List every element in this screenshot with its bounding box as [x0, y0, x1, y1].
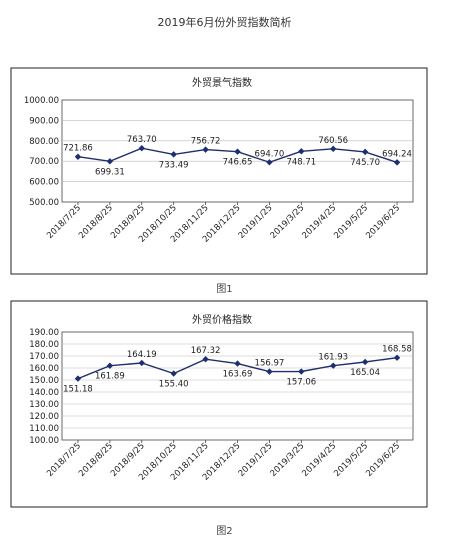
chart-1-y-tick-label: 600.00	[29, 178, 59, 188]
chart-2-marker	[298, 368, 305, 375]
chart-1-y-tick-label: 500.00	[29, 198, 59, 208]
chart-1-title: 外贸景气指数	[192, 76, 252, 89]
chart-2-data-label: 165.04	[350, 368, 380, 378]
chart-2-marker	[74, 375, 82, 382]
chart-2-y-tick-label: 100.00	[29, 436, 59, 446]
chart-2-marker	[106, 362, 114, 369]
chart-2-marker	[170, 370, 177, 377]
chart-1-y-tick-label: 1000.00	[24, 96, 59, 106]
chart-1-marker	[106, 158, 114, 165]
chart-2-marker	[361, 358, 369, 366]
chart-1-marker	[234, 148, 241, 155]
chart-2-marker	[330, 362, 337, 369]
chart-2-data-label: 161.89	[95, 372, 125, 382]
figure-caption-1: 图1	[216, 284, 233, 295]
chart-2-marker	[266, 368, 273, 375]
chart-1-y-tick-label: 700.00	[29, 157, 59, 167]
chart-1-data-label: 733.49	[159, 160, 189, 170]
chart-1-marker	[393, 159, 401, 166]
chart-1-marker	[138, 145, 145, 152]
chart-1-data-label: 721.86	[63, 144, 93, 154]
chart-1-data-label: 760.56	[318, 136, 348, 146]
chart-1-data-label: 746.65	[223, 158, 253, 168]
chart-2-data-label: 161.93	[318, 353, 348, 363]
chart-2-y-tick-label: 190.00	[29, 328, 59, 338]
chart-2-y-tick-label: 160.00	[29, 364, 59, 374]
chart-2-data-label: 156.97	[255, 359, 285, 369]
chart-2-data-label: 151.18	[63, 385, 93, 395]
chart-2-data-label: 164.19	[127, 350, 157, 360]
chart-1-data-label: 694.70	[255, 149, 285, 159]
chart-1-y-tick-label: 900.00	[29, 116, 59, 126]
chart-1-marker	[298, 148, 305, 155]
chart-2-y-tick-label: 170.00	[29, 352, 59, 362]
chart-1-data-label: 745.70	[350, 158, 380, 168]
chart-1-data-label: 699.31	[95, 167, 125, 177]
chart-2-data-label: 157.06	[286, 378, 316, 388]
chart-2-data-label: 163.69	[223, 370, 253, 380]
chart-1-data-label: 748.71	[286, 157, 316, 167]
chart-1-data-label: 694.24	[382, 149, 412, 159]
chart-2-title: 外贸价格指数	[192, 313, 252, 326]
chart-2-marker	[234, 360, 241, 367]
chart-2-y-tick-label: 180.00	[29, 340, 59, 350]
figure-caption-2: 图2	[216, 526, 233, 537]
chart-2-data-label: 168.58	[382, 345, 412, 355]
chart-2-marker	[138, 359, 145, 367]
chart-2-data-label: 167.32	[191, 346, 221, 356]
chart-2-marker	[202, 356, 209, 363]
chart-1-marker	[266, 159, 273, 166]
chart-1-marker	[361, 148, 369, 156]
chart-2-marker	[393, 354, 401, 361]
chart-2-y-tick-label: 150.00	[29, 376, 59, 386]
chart-2-y-tick-label: 110.00	[29, 424, 59, 434]
chart-2-data-label: 155.40	[159, 380, 189, 390]
chart-1-marker	[330, 145, 337, 153]
chart-2-y-tick-label: 120.00	[29, 412, 59, 422]
chart-2-y-tick-label: 140.00	[29, 388, 59, 398]
chart-1-y-tick-label: 800.00	[29, 137, 59, 147]
chart-1-marker	[170, 151, 177, 158]
chart-2-y-tick-label: 130.00	[29, 400, 59, 410]
chart-1-marker	[74, 153, 82, 160]
page-title: 2019年6月份外贸指数简析	[157, 16, 292, 29]
chart-1-marker	[202, 146, 209, 153]
chart-2-plot-area	[61, 331, 414, 441]
chart-1-data-label: 763.70	[127, 135, 157, 145]
chart-1-data-label: 756.72	[191, 137, 221, 147]
